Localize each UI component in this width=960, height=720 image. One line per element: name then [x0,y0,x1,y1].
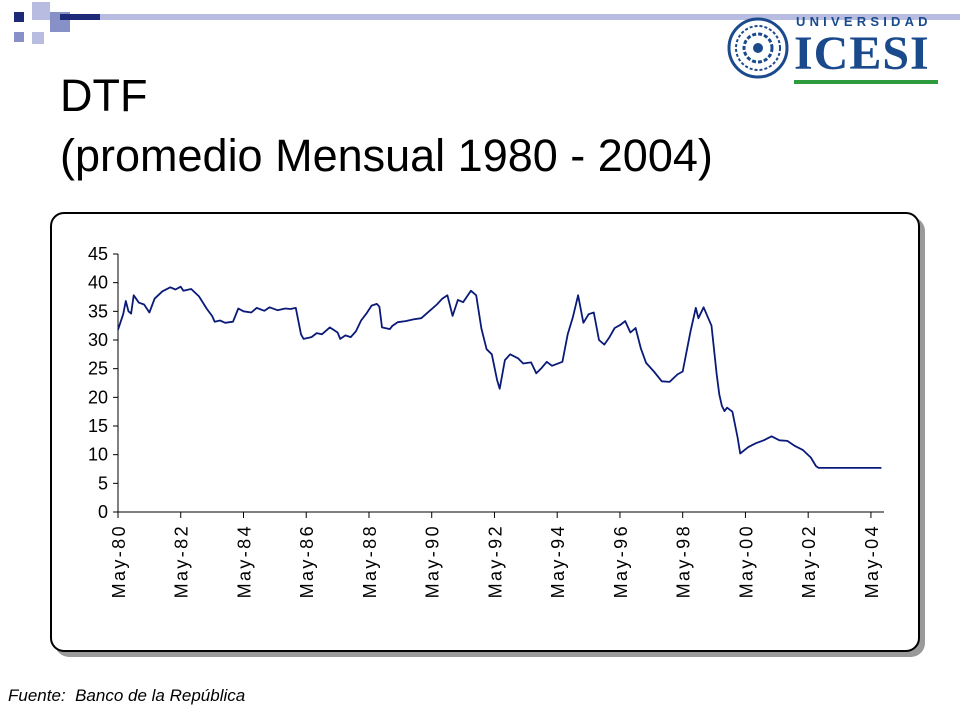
x-tick-label: May-84 [234,524,254,598]
y-tick-label: 45 [88,244,108,264]
university-logo: UNIVERSIDAD ICESI [724,10,940,86]
x-tick-label: May-02 [799,524,819,598]
deco-bar-dark [60,14,100,20]
logo-main-text: ICESI [794,27,930,80]
deco-square [14,12,24,22]
title-line-2: (promedio Mensual 1980 - 2004) [60,130,713,181]
slide-title: DTF (promedio Mensual 1980 - 2004) [60,66,713,186]
y-tick-label: 25 [88,359,108,379]
chart-frame: 0 5 10 15 20 25 30 35 40 45 May-80 May-82 May-84 May-… [50,212,920,652]
x-tick-label: May-04 [862,524,882,598]
x-tick-label: May-94 [548,524,568,598]
y-tick-label: 30 [88,330,108,350]
x-tick-label: May-82 [172,524,192,598]
y-tick-label: 15 [88,416,108,436]
y-tick-label: 0 [98,502,108,522]
x-tick-label: May-88 [360,524,380,598]
x-tick-label: May-00 [736,524,756,598]
x-tick-label: May-96 [611,524,631,598]
y-tick-label: 35 [88,301,108,321]
y-tick-label: 40 [88,273,108,293]
series-line-dtf [117,285,882,469]
line-chart: 0 5 10 15 20 25 30 35 40 45 May-80 May-82 May-84 May-… [88,244,884,598]
logo-underline [794,80,938,84]
deco-square [32,32,44,44]
x-tick-label: May-90 [423,524,443,598]
y-tick-label: 10 [88,445,108,465]
y-tick-label: 20 [88,387,108,407]
x-tick-label: May-86 [297,524,317,598]
x-tick-label: May-92 [485,524,505,598]
deco-square [32,2,50,20]
title-line-1: DTF [60,70,148,121]
deco-bar-light [100,14,960,20]
seal-icon [727,17,789,79]
logo-top-text: UNIVERSIDAD [796,14,932,29]
source-note: Fuente: Banco de la República [8,686,246,705]
decorative-squares [14,2,960,44]
y-tick-label: 5 [98,473,108,493]
x-tick-label: May-80 [109,524,129,598]
x-tick-label: May-98 [674,524,694,598]
deco-square [14,32,24,42]
